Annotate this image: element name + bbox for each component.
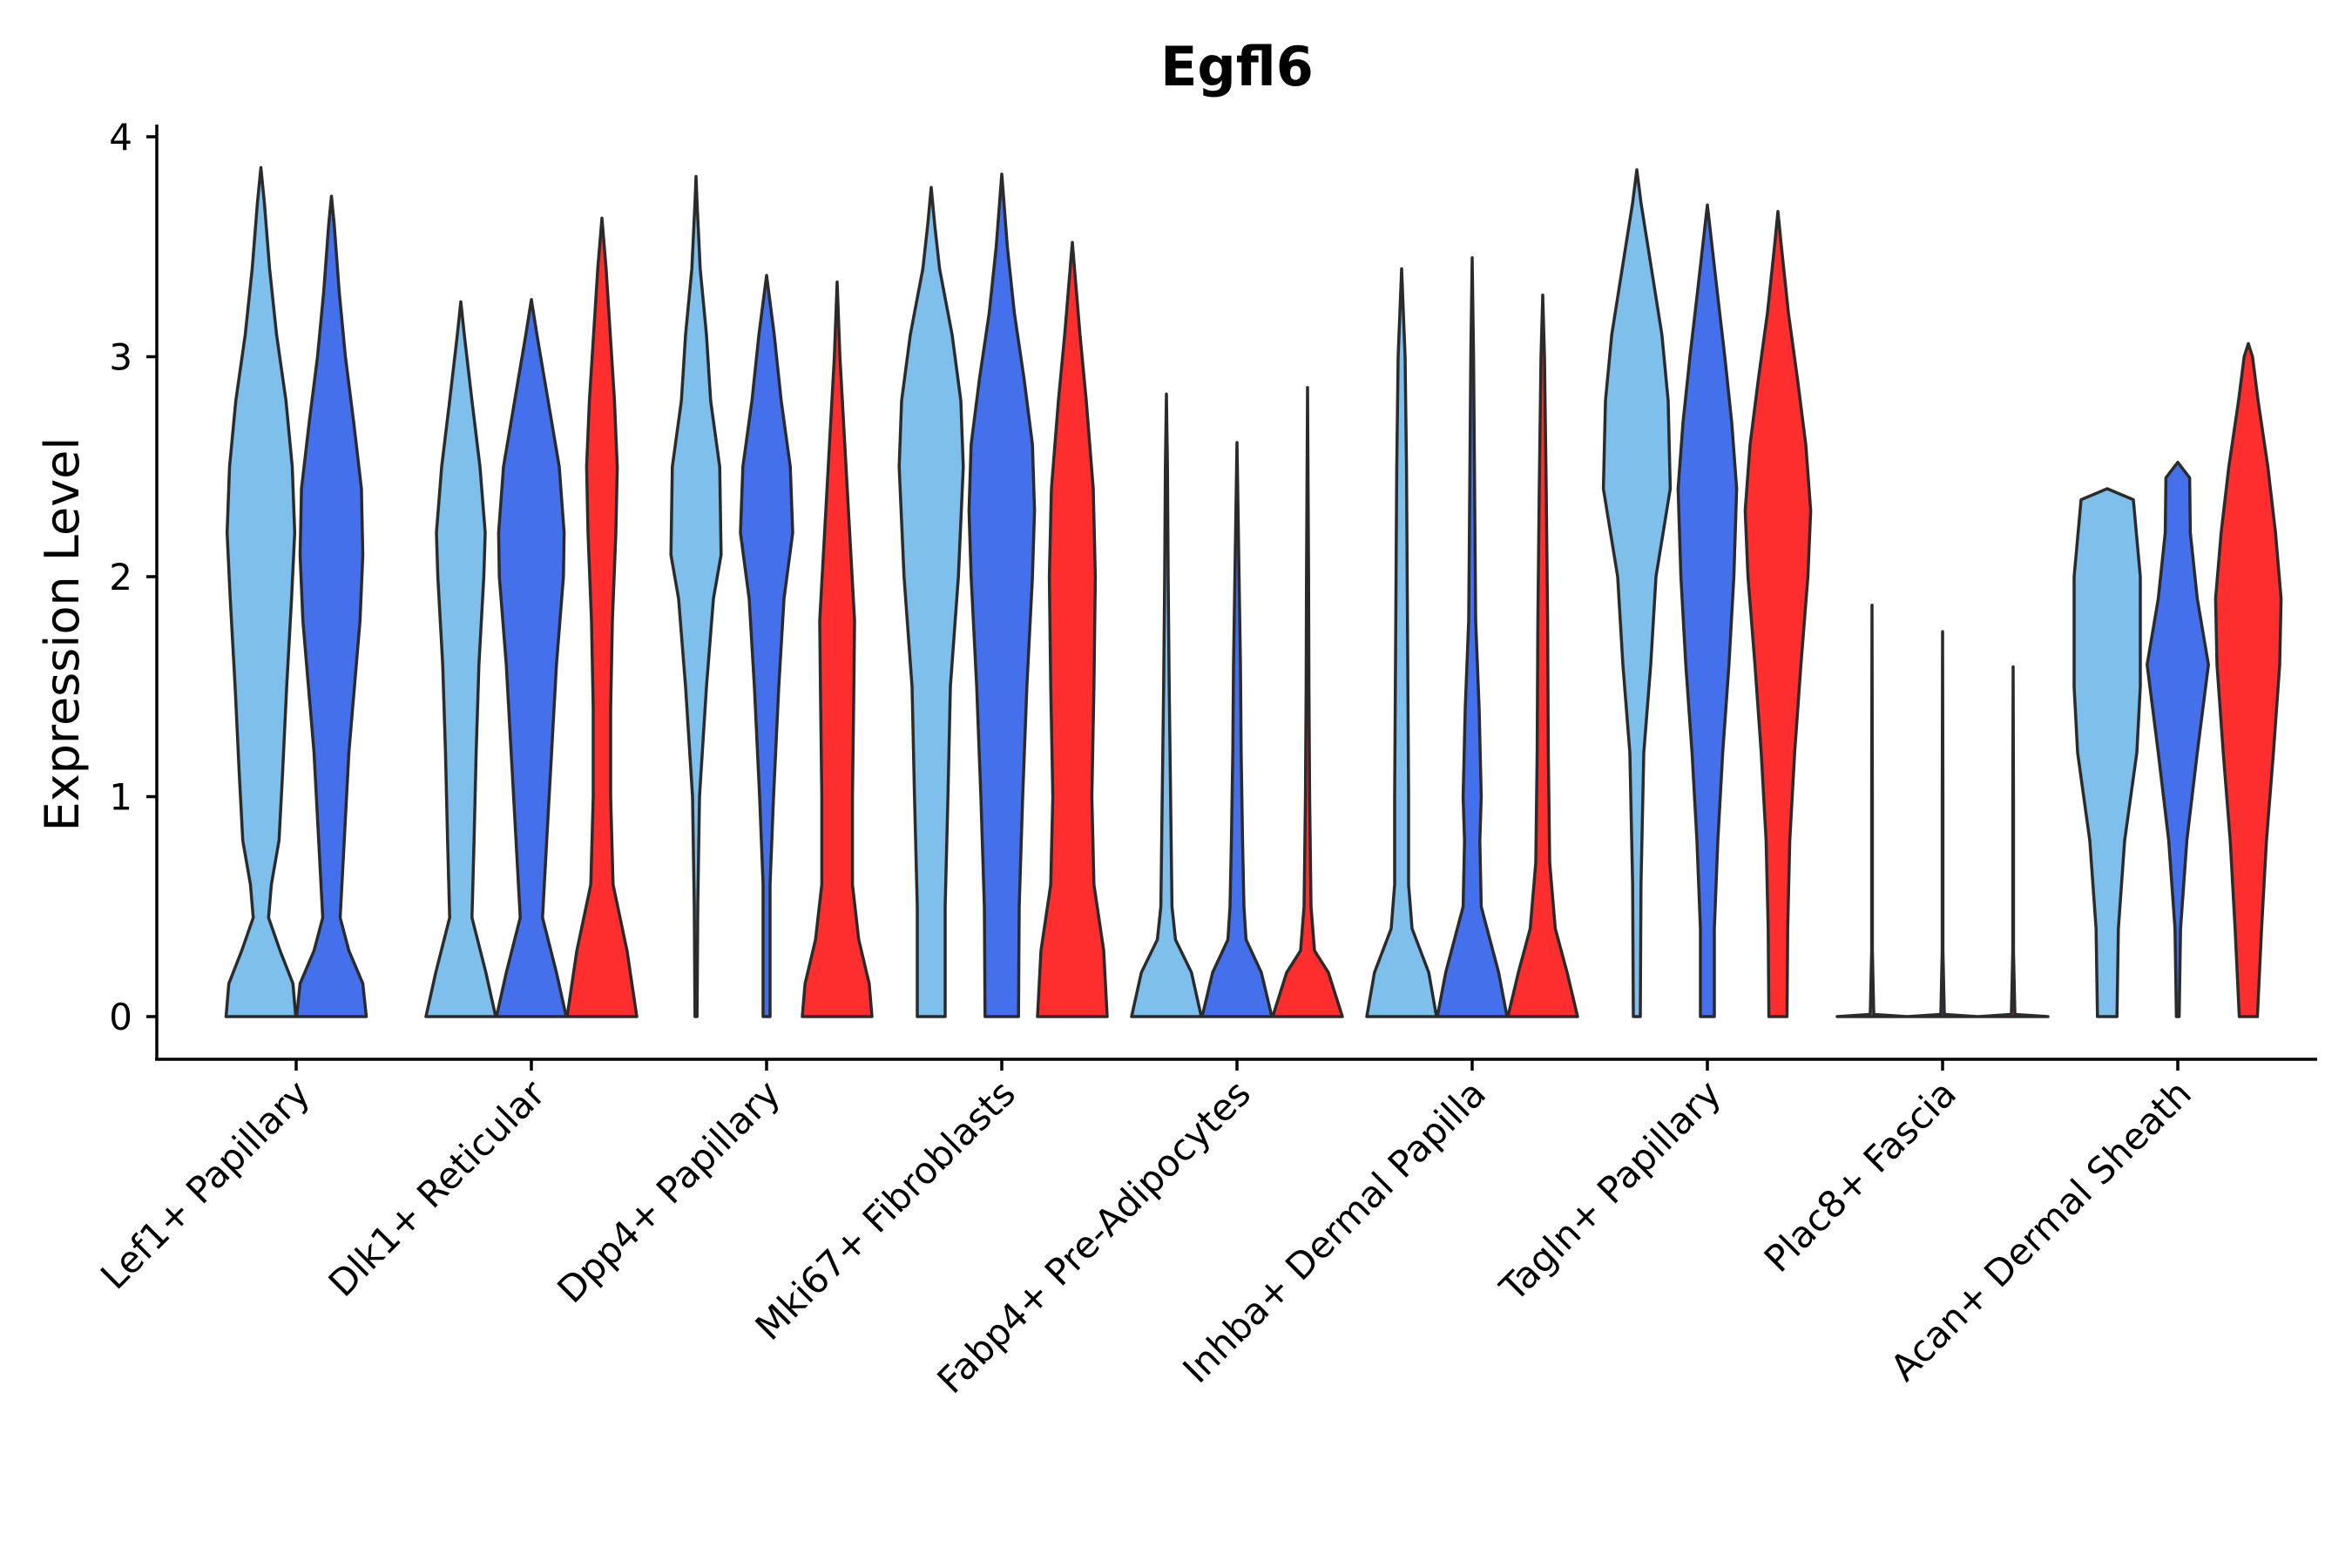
violin-5-3 [1271, 386, 1344, 1018]
violin-3-2 [739, 274, 794, 1018]
violin-9-2 [2146, 460, 2210, 1018]
y-axis-ticks: 0 1 2 3 4 [109, 116, 157, 1038]
violin-5-2 [1200, 441, 1274, 1018]
violin-7-1 [1601, 168, 1673, 1018]
y-tick-label: 1 [109, 776, 132, 819]
violin-7-3 [1743, 210, 1813, 1018]
chart-title: Egfl6 [1160, 35, 1314, 98]
violin-1-1 [224, 166, 298, 1018]
violin-4-3 [1036, 240, 1109, 1018]
violin-6-2 [1436, 256, 1509, 1018]
violin-9-3 [2213, 341, 2283, 1018]
y-tick-label: 0 [109, 996, 132, 1038]
y-tick-label: 2 [109, 556, 132, 598]
violin-8-2 [1906, 630, 1979, 1018]
violin-layer [224, 166, 2283, 1018]
x-tick-label: Plac8+ Fascia [1756, 1071, 1964, 1280]
violin-7-2 [1676, 203, 1739, 1018]
violin-4-1 [897, 186, 965, 1018]
violin-8-3 [1977, 665, 2050, 1018]
violin-1-2 [294, 194, 368, 1018]
x-tick-label: Mki67+ Fibroblasts [747, 1071, 1024, 1348]
violin-2-2 [495, 298, 568, 1018]
violin-6-1 [1365, 267, 1438, 1018]
violin-3-3 [801, 280, 874, 1018]
violin-6-3 [1506, 294, 1579, 1018]
y-tick-label: 4 [109, 116, 132, 159]
violin-2-1 [424, 300, 497, 1018]
y-tick-label: 3 [109, 336, 132, 379]
violin-8-1 [1835, 604, 1909, 1018]
violin-4-2 [967, 172, 1037, 1018]
x-tick-label: Dpp4+ Papillary [549, 1071, 788, 1311]
y-axis-label: Expression Level [35, 437, 90, 832]
violin-5-1 [1130, 392, 1203, 1018]
x-tick-label: Tagln+ Papillary [1491, 1071, 1729, 1309]
violin-2-3 [565, 216, 639, 1018]
violin-3-1 [669, 174, 723, 1018]
x-tick-label: Dlk1+ Reticular [321, 1071, 554, 1305]
violin-9-1 [2072, 487, 2142, 1018]
x-tick-label: Lef1+ Papillary [92, 1071, 318, 1297]
